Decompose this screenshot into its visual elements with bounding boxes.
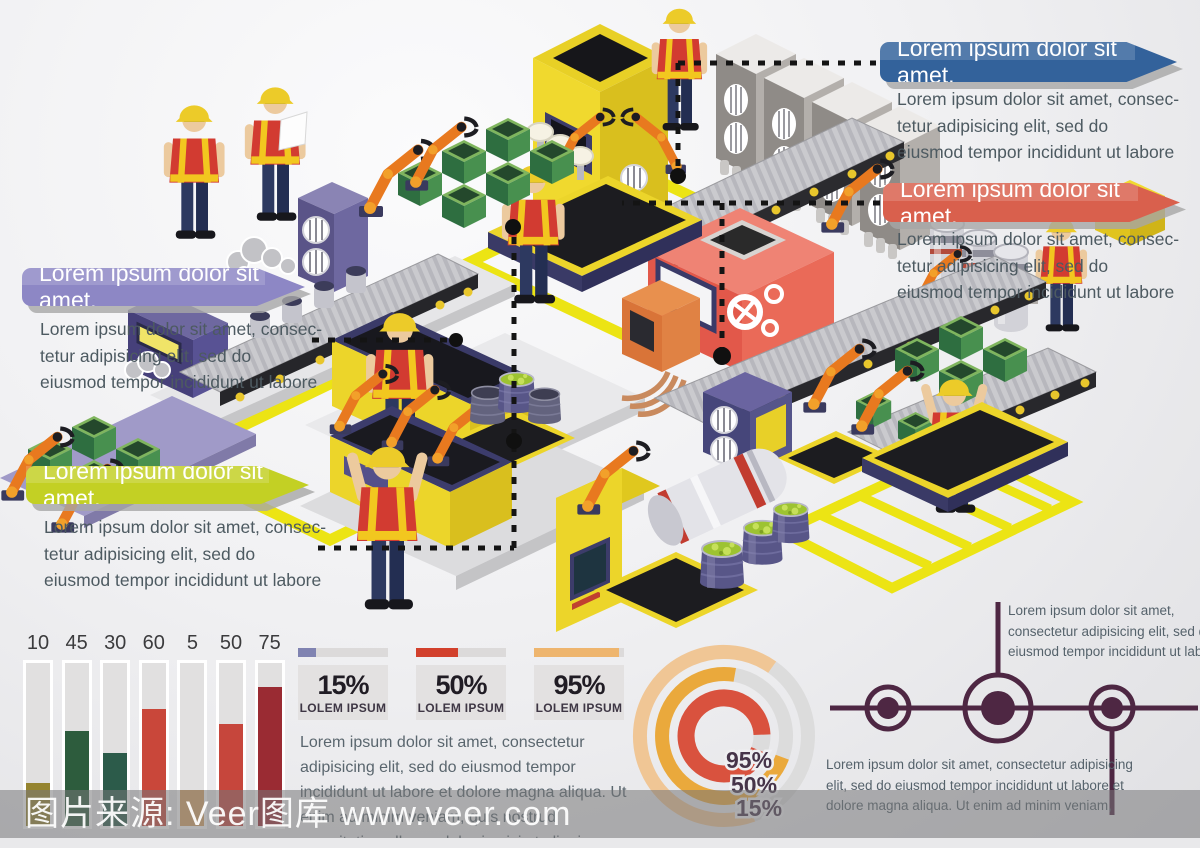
callout-text-blue: Lorem ipsum dolor sit amet, consec-tetur… xyxy=(897,89,1180,162)
supervisor-workers xyxy=(163,87,308,239)
bar-value-label: 75 xyxy=(258,632,281,654)
callout-text-green: Lorem ipsum dolor sit amet, consec-tetur… xyxy=(44,517,327,590)
stat-label: LOLEM IPSUM xyxy=(299,701,387,715)
donut-label-inner: 95% xyxy=(726,747,772,773)
airplane-diagram xyxy=(830,602,1198,815)
stat-value: 50% xyxy=(435,670,487,700)
callout-title-green: Lorem ipsum dolor sit amet, xyxy=(43,458,263,511)
blueprint-paper xyxy=(278,111,308,151)
gear-emblems xyxy=(727,284,784,337)
callout-text-red: Lorem ipsum dolor sit amet, consec-tetur… xyxy=(897,229,1180,302)
callout-title-purple: Lorem ipsum dolor sit amet, xyxy=(39,260,259,313)
bar-value-label: 5 xyxy=(186,632,198,654)
percentage-stats: 15% LOLEM IPSUM 50% LOLEM IPSUM 95% LOLEM IPS… xyxy=(298,646,628,741)
bar-value-label: 60 xyxy=(142,632,165,654)
watermark-text: 图片来源: Veer图库 www.veer.com xyxy=(25,795,572,833)
stat-box: 95% LOLEM IPSUM xyxy=(534,665,624,720)
callout-banner-blue: Lorem ipsum dolor sit amet, xyxy=(880,42,1183,89)
stat-progress-track xyxy=(534,648,624,657)
bar-value-label: 10 xyxy=(26,632,50,654)
bar-value-label: 30 xyxy=(104,632,127,654)
watermark-bar: 图片来源: Veer图库 www.veer.com xyxy=(0,790,1200,838)
bar-chart: 10 45 30 60 5 50 75 xyxy=(10,630,295,830)
callout-banner-purple: Lorem ipsum dolor sit amet, xyxy=(22,268,311,313)
bar-value-label: 50 xyxy=(219,632,243,654)
steel-cylinder xyxy=(647,448,787,546)
stat-progress-track xyxy=(416,648,506,657)
stat-progress-fill xyxy=(298,648,316,657)
copper-pipes xyxy=(621,370,687,417)
stat-box: 15% LOLEM IPSUM xyxy=(298,665,388,720)
stat-box: 50% LOLEM IPSUM xyxy=(416,665,506,720)
callout-title-red: Lorem ipsum dolor sit amet, xyxy=(900,175,1120,229)
inspection-table xyxy=(862,402,1068,512)
tray-right xyxy=(778,431,892,484)
callout-text-purple: Lorem ipsum dolor sit amet, consec-tetur… xyxy=(40,319,323,392)
stat-label: LOLEM IPSUM xyxy=(417,701,505,715)
plane-text-top: Lorem ipsum dolor sit amet, consectetur a… xyxy=(1008,603,1200,659)
stat-progress-fill xyxy=(534,648,619,657)
stat-label: LOLEM IPSUM xyxy=(535,701,623,715)
leader-dots xyxy=(449,168,731,449)
stat-value: 95% xyxy=(553,670,605,700)
bar-value-label: 45 xyxy=(65,632,88,654)
leader-lines xyxy=(312,60,880,551)
callout-title-blue: Lorem ipsum dolor sit amet, xyxy=(897,35,1117,88)
stat-value: 15% xyxy=(317,670,369,700)
callout-banner-green: Lorem ipsum dolor sit amet, xyxy=(26,466,315,511)
stat-progress-track xyxy=(298,648,388,657)
callout-banner-red: Lorem ipsum dolor sit amet, xyxy=(883,183,1186,229)
bottom-strip xyxy=(0,838,1200,848)
stat-progress-fill xyxy=(416,648,459,657)
